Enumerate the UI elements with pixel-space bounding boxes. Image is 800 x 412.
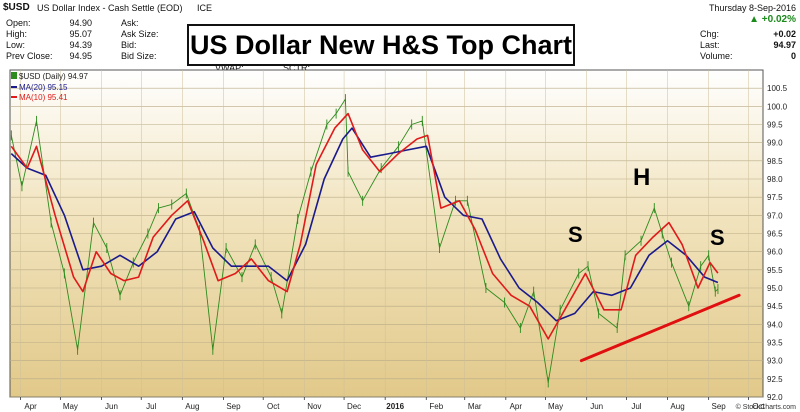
y-tick-label: 94.5 xyxy=(767,302,783,311)
low-value: 94.39 xyxy=(69,40,92,50)
x-tick-label: Oct xyxy=(752,402,765,411)
right-shoulder-label: S xyxy=(710,225,725,250)
quote-date: Thursday 8-Sep-2016 xyxy=(708,3,796,13)
left-shoulder-label: S xyxy=(568,222,583,247)
chg-label: Chg: xyxy=(700,29,720,39)
grid xyxy=(10,70,763,398)
x-tick-label: Sep xyxy=(226,402,241,411)
legend: $USD (Daily) 94.97 MA(20) 95.15 MA(10) 9… xyxy=(11,72,88,102)
y-tick-label: 95.0 xyxy=(767,284,783,293)
y-tick-label: 100.5 xyxy=(767,84,788,93)
y-axis: 100.5 100.0 99.5 99.0 98.5 98.0 97.5 97.0 96.5 96… xyxy=(767,84,788,402)
x-tick-label: Mar xyxy=(468,402,482,411)
y-tick-label: 98.5 xyxy=(767,157,783,166)
x-tick-label: May xyxy=(548,402,563,411)
open-value: 94.90 xyxy=(69,18,92,28)
volume-label: Volume: xyxy=(700,51,733,61)
y-tick-label: 98.0 xyxy=(767,175,783,184)
y-tick-label: 99.0 xyxy=(767,139,783,148)
x-tick-label: Aug xyxy=(185,402,199,411)
high-value: 95.07 xyxy=(69,29,92,39)
bid-size-label: Bid Size: xyxy=(121,51,157,61)
y-tick-label: 92.5 xyxy=(767,375,783,384)
x-tick-label: Aug xyxy=(670,402,684,411)
y-tick-label: 96.0 xyxy=(767,248,783,257)
open-label: Open: xyxy=(6,18,31,28)
y-tick-label: 100.0 xyxy=(767,102,788,111)
y-tick-label: 97.5 xyxy=(767,193,783,202)
instrument-name: US Dollar Index - Cash Settle (EOD) xyxy=(37,3,183,13)
chg-value: +0.02 xyxy=(773,29,796,39)
y-tick-label: 97.0 xyxy=(767,211,783,220)
low-label: Low: xyxy=(6,40,26,50)
x-tick-label: Dec xyxy=(347,402,361,411)
ma10-legend-label: MA(10) 95.41 xyxy=(19,93,68,102)
x-tick-label: Jul xyxy=(631,402,641,411)
prev-close-label: Prev Close: xyxy=(6,51,53,61)
last-value: 94.97 xyxy=(773,40,796,50)
x-tick-label: Nov xyxy=(307,402,321,411)
head-label: H xyxy=(633,164,650,191)
x-tick-label: 2016 xyxy=(386,402,404,411)
sctr-label: SCTR: xyxy=(283,63,310,73)
y-tick-label: 95.5 xyxy=(767,266,783,275)
y-tick-label: 94.0 xyxy=(767,320,783,329)
y-tick-label: 99.5 xyxy=(767,121,783,130)
vwap-label: VWAP: xyxy=(215,63,244,73)
bid-label: Bid: xyxy=(121,40,137,50)
prev-close-value: 94.95 xyxy=(69,51,92,61)
x-tick-label: May xyxy=(63,402,78,411)
ask-size-label: Ask Size: xyxy=(121,29,159,39)
x-tick-label: Jun xyxy=(105,402,118,411)
ma20-line xyxy=(10,127,719,322)
last-label: Last: xyxy=(700,40,720,50)
exchange-label: ICE xyxy=(197,3,213,13)
y-tick-label: 92.0 xyxy=(767,393,783,402)
watermark: © StockCharts.com xyxy=(736,403,797,411)
price-legend-swatch xyxy=(11,72,17,79)
x-tick-label: Jun xyxy=(590,402,603,411)
high-label: High: xyxy=(6,29,28,39)
x-axis: Apr May Jun Jul Aug Sep Oct Nov Dec 2016 Feb Mar Apr… xyxy=(20,397,765,411)
x-tick-label: Oct xyxy=(267,402,280,411)
ma10-line xyxy=(10,112,719,340)
quote-header: $USD US Dollar Index - Cash Settle (EOD)… xyxy=(0,0,800,73)
x-tick-label: Sep xyxy=(712,402,727,411)
change-percent: ▲ +0.02% xyxy=(749,14,796,25)
ask-label: Ask: xyxy=(121,18,139,28)
volume-value: 0 xyxy=(790,51,796,61)
x-tick-label: Apr xyxy=(510,402,523,411)
chart-title: US Dollar New H&S Top Chart xyxy=(187,24,575,66)
x-tick-label: Jul xyxy=(146,402,156,411)
series-layer xyxy=(10,94,741,388)
symbol-label: $USD xyxy=(3,2,30,13)
x-tick-label: Apr xyxy=(24,402,37,411)
price-legend-label: $USD (Daily) 94.97 xyxy=(19,72,88,81)
y-tick-label: 93.5 xyxy=(767,339,783,348)
ma20-legend-label: MA(20) 95.15 xyxy=(19,83,68,92)
y-tick-label: 93.0 xyxy=(767,357,783,366)
x-tick-label: Feb xyxy=(429,402,443,411)
y-tick-label: 96.5 xyxy=(767,230,783,239)
neckline xyxy=(579,293,741,363)
